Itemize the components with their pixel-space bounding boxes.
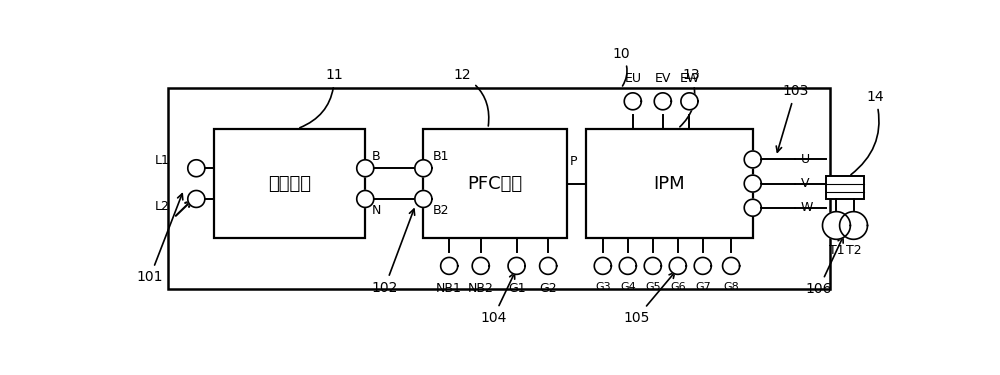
Text: T2: T2 — [846, 244, 861, 257]
Text: EU: EU — [624, 72, 641, 86]
Polygon shape — [188, 160, 205, 177]
Polygon shape — [357, 160, 374, 177]
Bar — [586, 129, 753, 238]
Text: 104: 104 — [480, 273, 515, 325]
Polygon shape — [744, 175, 761, 192]
Polygon shape — [644, 257, 661, 274]
Text: 13: 13 — [680, 68, 700, 127]
Text: EV: EV — [655, 72, 671, 86]
Text: T1: T1 — [829, 244, 844, 257]
Polygon shape — [415, 160, 432, 177]
Text: G1: G1 — [508, 282, 525, 295]
Text: 101: 101 — [137, 194, 183, 285]
Text: 106: 106 — [805, 237, 843, 296]
Polygon shape — [540, 257, 557, 274]
Bar — [423, 129, 567, 238]
Bar — [214, 129, 365, 238]
Text: V: V — [801, 177, 809, 190]
Text: U: U — [801, 153, 810, 166]
Bar — [826, 176, 864, 200]
Text: B: B — [371, 150, 380, 163]
Polygon shape — [624, 93, 641, 110]
Polygon shape — [744, 199, 761, 216]
Text: P: P — [570, 155, 577, 168]
Text: G2: G2 — [539, 282, 557, 295]
Polygon shape — [357, 190, 374, 207]
Polygon shape — [188, 190, 205, 207]
Polygon shape — [694, 257, 711, 274]
Text: G7: G7 — [695, 282, 711, 292]
Polygon shape — [654, 93, 671, 110]
Text: 103: 103 — [776, 84, 809, 152]
Text: 10: 10 — [612, 46, 630, 86]
Text: EW: EW — [679, 72, 700, 86]
Text: N: N — [371, 204, 381, 217]
Text: 14: 14 — [851, 90, 884, 175]
Text: 102: 102 — [371, 209, 415, 294]
Polygon shape — [441, 257, 458, 274]
Polygon shape — [619, 257, 636, 274]
Bar — [168, 88, 830, 289]
Text: B1: B1 — [433, 150, 449, 163]
Polygon shape — [669, 257, 686, 274]
Text: NB2: NB2 — [468, 282, 494, 295]
Text: G8: G8 — [723, 282, 739, 292]
Text: 12: 12 — [453, 68, 489, 126]
Text: 整流模块: 整流模块 — [268, 175, 311, 193]
Polygon shape — [744, 151, 761, 168]
Polygon shape — [840, 211, 867, 239]
Text: B2: B2 — [433, 204, 449, 217]
Text: G5: G5 — [645, 282, 661, 292]
Polygon shape — [723, 257, 740, 274]
Text: W: W — [801, 201, 813, 214]
Text: IPM: IPM — [654, 175, 685, 193]
Polygon shape — [415, 190, 432, 207]
Text: L1: L1 — [154, 154, 169, 167]
Text: G3: G3 — [595, 282, 611, 292]
Text: L2: L2 — [154, 200, 169, 213]
Text: PFC模块: PFC模块 — [468, 175, 523, 193]
Text: NB1: NB1 — [436, 282, 462, 295]
Text: 11: 11 — [300, 68, 343, 128]
Polygon shape — [822, 211, 850, 239]
Text: 105: 105 — [623, 272, 675, 325]
Polygon shape — [594, 257, 611, 274]
Polygon shape — [472, 257, 489, 274]
Polygon shape — [508, 257, 525, 274]
Text: G6: G6 — [670, 282, 686, 292]
Polygon shape — [681, 93, 698, 110]
Text: G4: G4 — [620, 282, 636, 292]
